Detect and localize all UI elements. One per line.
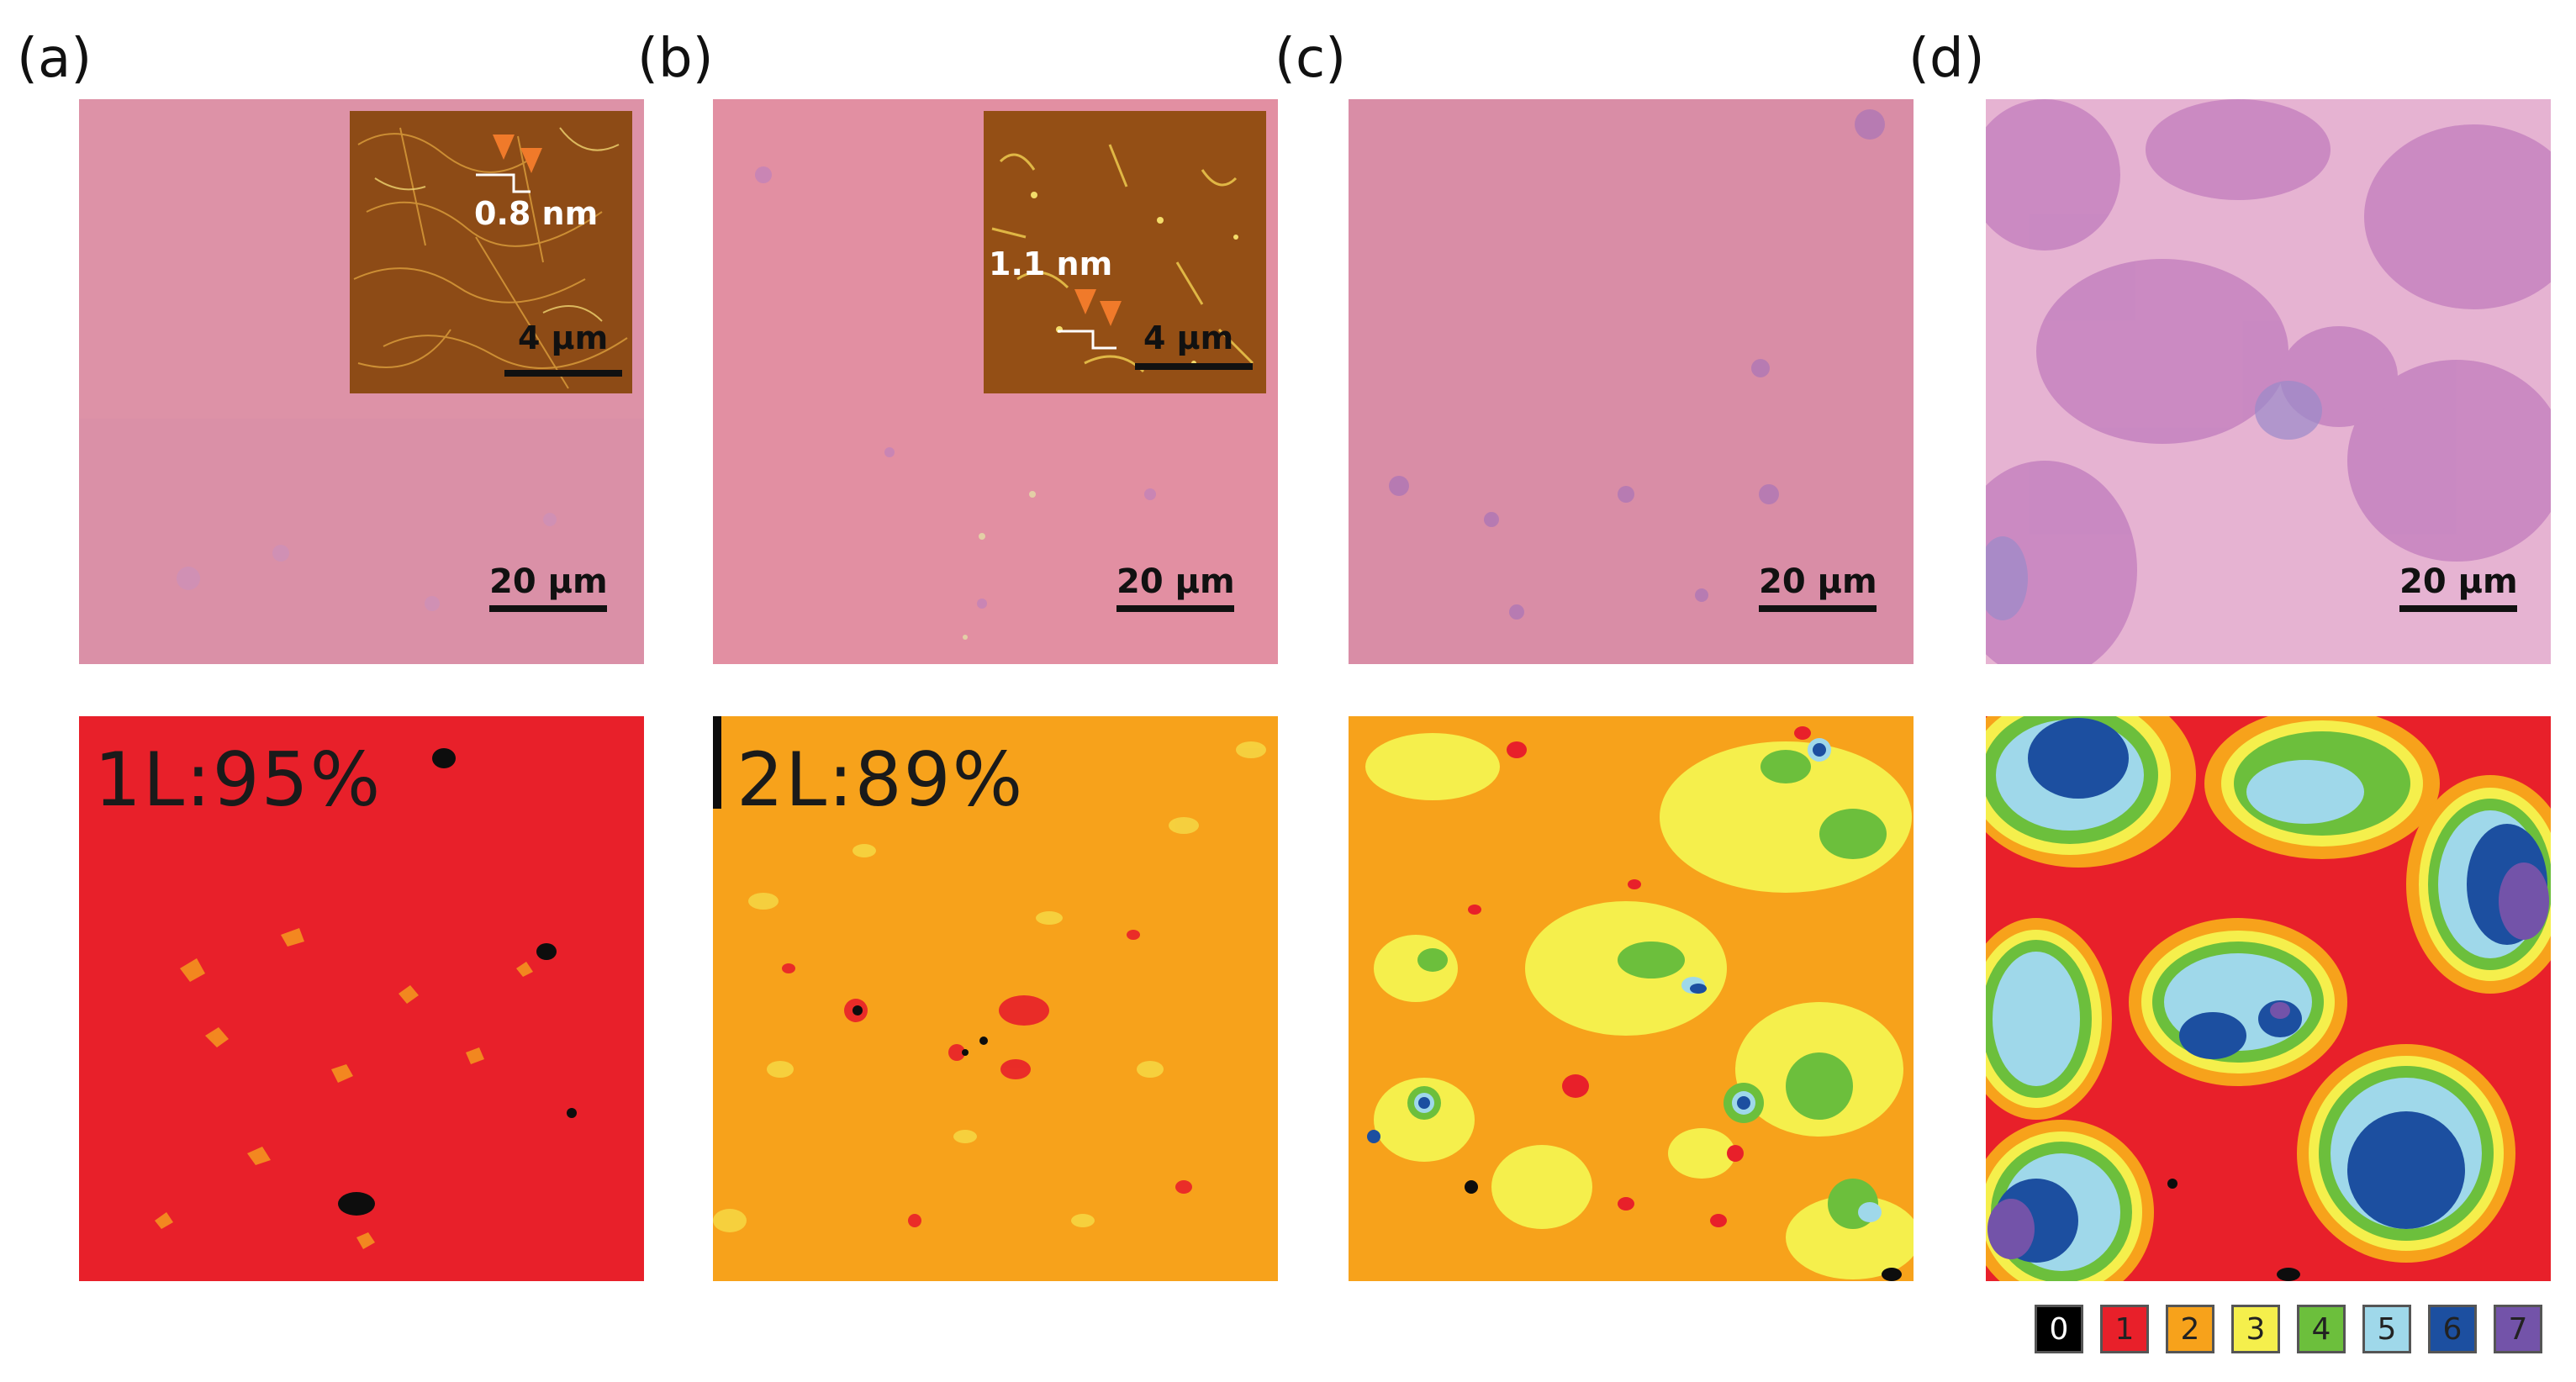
legend-item-6: 6 bbox=[2428, 1305, 2477, 1353]
optical-texture-c bbox=[1349, 99, 1914, 664]
scale-bar-line-d bbox=[2399, 605, 2518, 612]
layer-map-texture-d bbox=[1986, 716, 2551, 1281]
panel-label-b: (b) bbox=[637, 28, 714, 90]
scale-bar-label-c: 20 μm bbox=[1759, 562, 1877, 601]
afm-scale-line-a bbox=[504, 370, 622, 377]
afm-inset-b: 1.1 nm 4 μm bbox=[984, 111, 1266, 393]
scale-bar-label-b: 20 μm bbox=[1116, 562, 1235, 601]
scale-bar-line-c bbox=[1759, 605, 1877, 612]
layer-map-texture-b bbox=[713, 716, 1278, 1281]
afm-height-label-b: 1.1 nm bbox=[989, 245, 1113, 282]
optical-image-c bbox=[1349, 99, 1914, 664]
legend-item-4: 4 bbox=[2297, 1305, 2346, 1353]
panel-label-c: (c) bbox=[1275, 28, 1347, 90]
layer-map-c bbox=[1349, 716, 1914, 1281]
layer-map-texture-a bbox=[79, 716, 644, 1281]
optical-texture-d bbox=[1986, 99, 2551, 664]
scale-bar-d: 20 μm bbox=[2399, 563, 2518, 612]
optical-image-d bbox=[1986, 99, 2551, 664]
scale-bar-b: 20 μm bbox=[1116, 563, 1235, 612]
legend-item-5: 5 bbox=[2362, 1305, 2411, 1353]
afm-height-label-a: 0.8 nm bbox=[474, 195, 599, 232]
afm-scale-label-a: 4 μm bbox=[518, 319, 609, 356]
scale-bar-line-b bbox=[1116, 605, 1235, 612]
panel-label-d: (d) bbox=[1908, 28, 1985, 90]
scale-bar-c: 20 μm bbox=[1759, 563, 1877, 612]
layer-map-d bbox=[1986, 716, 2551, 1281]
layer-map-a: 1L:95% bbox=[79, 716, 644, 1281]
coverage-label-b: 2L:89% bbox=[736, 736, 1025, 823]
legend-item-1: 1 bbox=[2100, 1305, 2149, 1353]
coverage-label-a: 1L:95% bbox=[94, 736, 383, 823]
scale-bar-a: 20 μm bbox=[489, 563, 608, 612]
layer-map-texture-c bbox=[1349, 716, 1914, 1281]
scale-bar-line-a bbox=[489, 605, 608, 612]
afm-scale-line-b bbox=[1135, 363, 1253, 370]
scale-bar-label-a: 20 μm bbox=[489, 562, 608, 601]
afm-inset-a: 0.8 nm 4 μm bbox=[350, 111, 632, 393]
afm-texture-b bbox=[984, 111, 1266, 393]
layer-map-b: 2L:89% bbox=[713, 716, 1278, 1281]
scale-bar-label-d: 20 μm bbox=[2399, 562, 2518, 601]
afm-scale-label-b: 4 μm bbox=[1143, 319, 1234, 356]
legend-item-7: 7 bbox=[2494, 1305, 2542, 1353]
panel-label-a: (a) bbox=[17, 28, 92, 90]
legend-item-0: 0 bbox=[2035, 1305, 2083, 1353]
legend-item-2: 2 bbox=[2166, 1305, 2214, 1353]
legend-item-3: 3 bbox=[2231, 1305, 2280, 1353]
afm-texture-a bbox=[350, 111, 632, 393]
layer-legend: 0 1 2 3 4 5 6 7 bbox=[2035, 1305, 2542, 1353]
